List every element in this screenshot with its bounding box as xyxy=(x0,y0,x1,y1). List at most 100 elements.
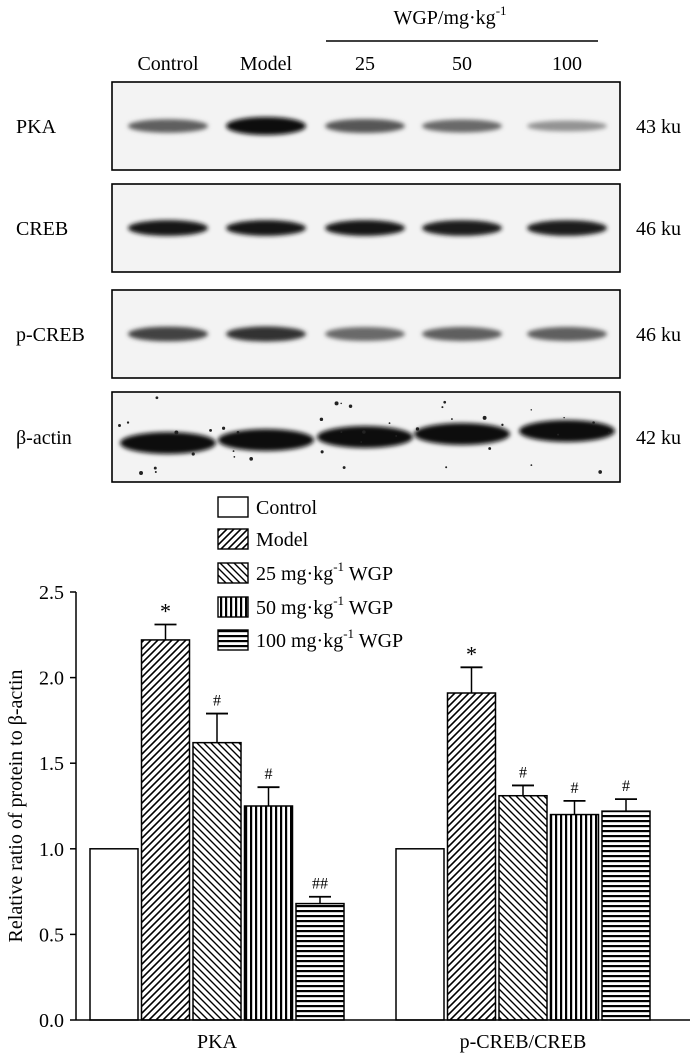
legend-label: Control xyxy=(256,497,318,519)
y-axis-ticks: 0.0 0.5 1.0 1.5 2.0 2.5 xyxy=(39,582,76,1032)
lane-label: 25 xyxy=(355,53,375,75)
legend-swatch xyxy=(217,562,249,584)
bar xyxy=(601,810,651,1021)
significance-mark: * xyxy=(160,599,171,624)
legend-label: 25 mg·kg-1 WGP xyxy=(256,559,393,585)
blot-band xyxy=(128,326,208,342)
blot-band xyxy=(120,432,216,454)
legend-swatch xyxy=(217,596,249,618)
blot-row: CREB 46 ku xyxy=(16,183,681,273)
blot-speck xyxy=(340,402,342,405)
western-blot: WGP/mg·kg-1 Control Model 25 50 100 PKA 43 ku… xyxy=(16,3,681,483)
blot-band xyxy=(128,220,208,236)
blot-speck xyxy=(191,452,195,456)
legend-swatch xyxy=(217,629,249,651)
blot-band xyxy=(527,220,607,236)
blot-lane-labels: Control Model 25 50 100 xyxy=(137,53,582,75)
blot-band xyxy=(218,429,314,451)
blot-band xyxy=(226,117,306,135)
blot-speck xyxy=(174,430,179,435)
significance-mark: # xyxy=(571,780,579,797)
protein-label: β-actin xyxy=(16,427,72,449)
blot-speck xyxy=(451,418,453,420)
blot-speck xyxy=(501,423,504,426)
significance-mark: * xyxy=(466,641,477,666)
lane-label: Control xyxy=(137,53,199,75)
legend-item: 100 mg·kg-1 WGP xyxy=(217,626,403,652)
blot-speck xyxy=(607,431,610,434)
blot-speck xyxy=(563,416,565,419)
y-tick-label: 0.5 xyxy=(39,924,64,946)
significance-mark: # xyxy=(213,693,221,710)
x-axis-labels: PKA p-CREB/CREB xyxy=(197,1031,586,1053)
blot-speck xyxy=(598,470,602,474)
blot-speck xyxy=(209,428,212,432)
blot-speck xyxy=(232,450,235,453)
y-tick-label: 2.5 xyxy=(39,582,64,604)
blot-group-header: WGP/mg·kg-1 xyxy=(393,3,506,29)
legend-item: 25 mg·kg-1 WGP xyxy=(217,559,393,585)
legend-label: 100 mg·kg-1 WGP xyxy=(256,626,403,652)
lane-label: 50 xyxy=(452,53,472,75)
blot-band xyxy=(325,327,405,341)
blot-band xyxy=(226,220,306,236)
protein-label: p-CREB xyxy=(16,324,85,346)
blot-band xyxy=(128,119,208,133)
blot-speck xyxy=(348,404,353,408)
significance-mark: ## xyxy=(312,876,328,893)
blot-row: β-actin 42 ku xyxy=(16,391,681,483)
y-tick-label: 1.0 xyxy=(39,839,64,861)
blot-speck xyxy=(482,415,487,420)
blot-speck xyxy=(415,427,420,431)
blot-speck xyxy=(320,450,324,454)
blot-speck xyxy=(488,447,492,450)
blot-band xyxy=(519,420,615,442)
blot-speck xyxy=(395,435,398,437)
blot-band xyxy=(422,326,502,342)
blot-band xyxy=(527,120,607,132)
bar xyxy=(140,639,191,1021)
blot-speck xyxy=(530,464,533,467)
blot-speck xyxy=(530,409,533,411)
y-tick-label: 1.5 xyxy=(39,753,64,775)
bar-chart: 0.00.51.01.52.02.5 *####*## # PKA p-CREB/C… xyxy=(5,582,690,1053)
blot-speck xyxy=(139,471,143,475)
blot-band xyxy=(414,423,510,445)
blot-row: PKA 43 ku xyxy=(16,81,681,171)
bar xyxy=(498,794,548,1021)
blot-band xyxy=(226,326,306,342)
protein-label: PKA xyxy=(16,116,57,138)
blot-speck xyxy=(592,421,595,424)
blot-rows: PKA 43 ku CREB 46 ku p-CREB 46 ku β-actin 42 ku xyxy=(16,81,681,483)
significance-mark: # xyxy=(265,766,273,783)
x-category-label: p-CREB/CREB xyxy=(460,1031,587,1053)
blot-band xyxy=(317,426,413,448)
protein-label: CREB xyxy=(16,218,68,240)
legend-swatch xyxy=(217,496,249,518)
bars: *####*## # xyxy=(89,599,651,1021)
blot-speck xyxy=(155,396,159,400)
legend-label: Model xyxy=(256,529,309,551)
protein-size-label: 43 ku xyxy=(636,116,681,138)
y-axis-label: Relative ratio of protein to β-actin xyxy=(5,670,27,943)
significance-mark: # xyxy=(622,778,630,795)
legend-item: Control xyxy=(217,496,318,519)
legend-item: Model xyxy=(217,528,309,551)
legend-swatch xyxy=(217,528,249,550)
bar xyxy=(295,902,345,1021)
protein-size-label: 46 ku xyxy=(636,324,681,346)
bar xyxy=(549,813,600,1021)
bar xyxy=(192,741,242,1021)
blot-band xyxy=(422,119,502,133)
bar xyxy=(395,848,445,1021)
blot-speck xyxy=(441,406,444,409)
blot-speck xyxy=(445,466,448,469)
blot-band xyxy=(422,220,502,236)
bar xyxy=(89,848,139,1021)
blot-speck xyxy=(153,466,157,470)
x-category-label: PKA xyxy=(197,1031,238,1053)
blot-speck xyxy=(362,430,366,434)
blot-speck xyxy=(118,424,121,427)
blot-row: p-CREB 46 ku xyxy=(16,289,681,379)
blot-speck xyxy=(360,441,363,443)
